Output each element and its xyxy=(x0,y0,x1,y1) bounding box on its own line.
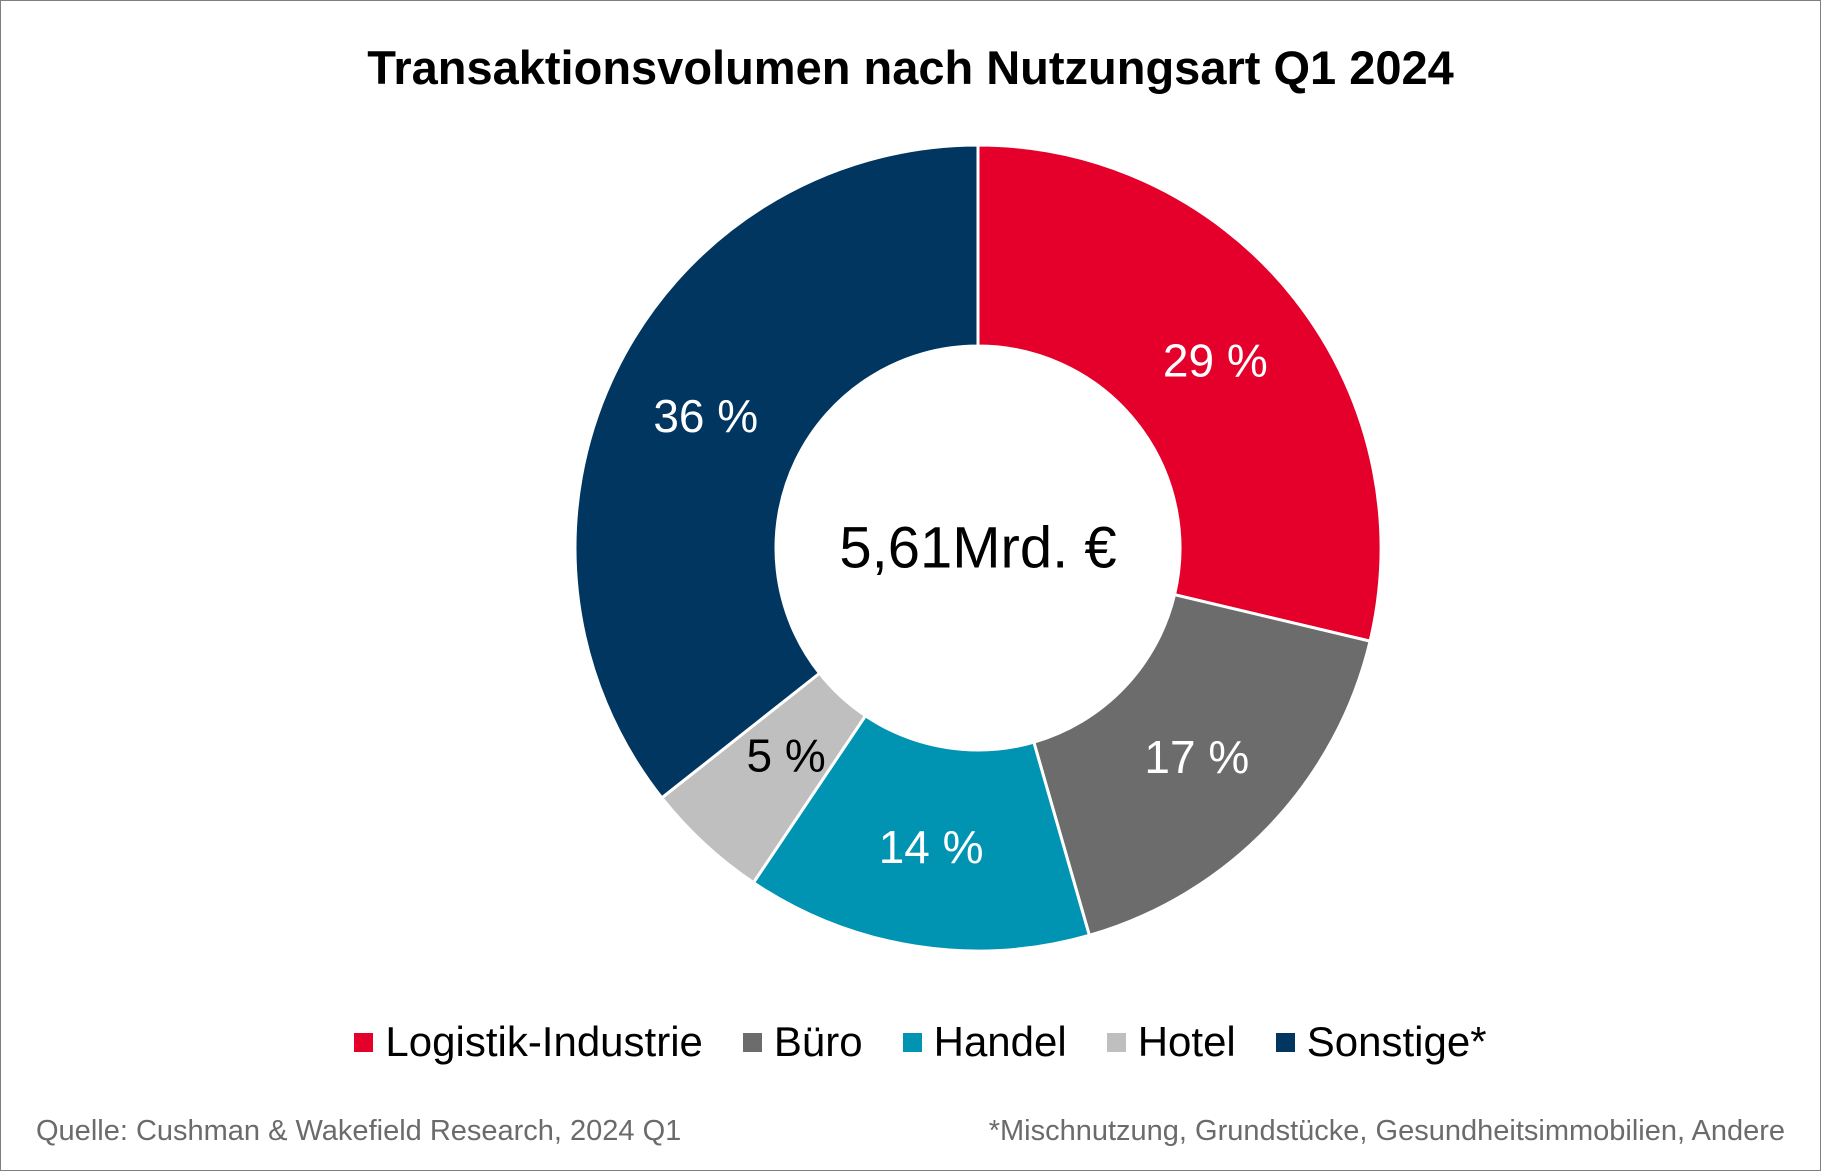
footnote: *Mischnutzung, Grundstücke, Gesundheitsi… xyxy=(988,1115,1785,1147)
legend-swatch xyxy=(1106,1032,1126,1052)
data-label-sonstige: 36 % xyxy=(653,390,758,442)
slice-handel xyxy=(751,713,1092,953)
source-note: Quelle: Cushman & Wakefield Research, 20… xyxy=(36,1115,682,1147)
legend-swatch xyxy=(1275,1032,1295,1052)
slice-logistik xyxy=(976,143,1383,643)
chart-title: Transaktionsvolumen nach Nutzungsart Q1 … xyxy=(367,41,1454,94)
slice-buero xyxy=(1031,592,1372,938)
legend-label: Logistik-Industrie xyxy=(385,1018,703,1065)
legend-item-handel: Handel xyxy=(902,1018,1067,1066)
legend-swatch xyxy=(902,1032,922,1052)
legend-label: Hotel xyxy=(1137,1018,1236,1065)
legend-label: Büro xyxy=(773,1018,863,1065)
data-label-handel: 14 % xyxy=(879,821,984,873)
legend-swatch xyxy=(742,1032,762,1052)
legend-item-hotel: Hotel xyxy=(1106,1018,1236,1066)
data-label-logistik: 29 % xyxy=(1163,334,1268,386)
center-total-label: 5,61Mrd. € xyxy=(839,516,1116,581)
slice-sonstige xyxy=(573,143,980,800)
legend-label: Sonstige* xyxy=(1306,1018,1487,1065)
data-label-buero: 17 % xyxy=(1144,731,1249,783)
legend-label: Handel xyxy=(933,1018,1067,1065)
legend-item-logistik: Logistik-Industrie xyxy=(354,1018,703,1066)
legend-item-sonstige: Sonstige* xyxy=(1275,1018,1487,1066)
data-label-hotel: 5 % xyxy=(747,729,826,781)
legend: Logistik-Industrie Büro Handel Hotel Son… xyxy=(0,1018,1821,1066)
legend-swatch xyxy=(354,1032,374,1052)
legend-item-buero: Büro xyxy=(742,1018,863,1066)
